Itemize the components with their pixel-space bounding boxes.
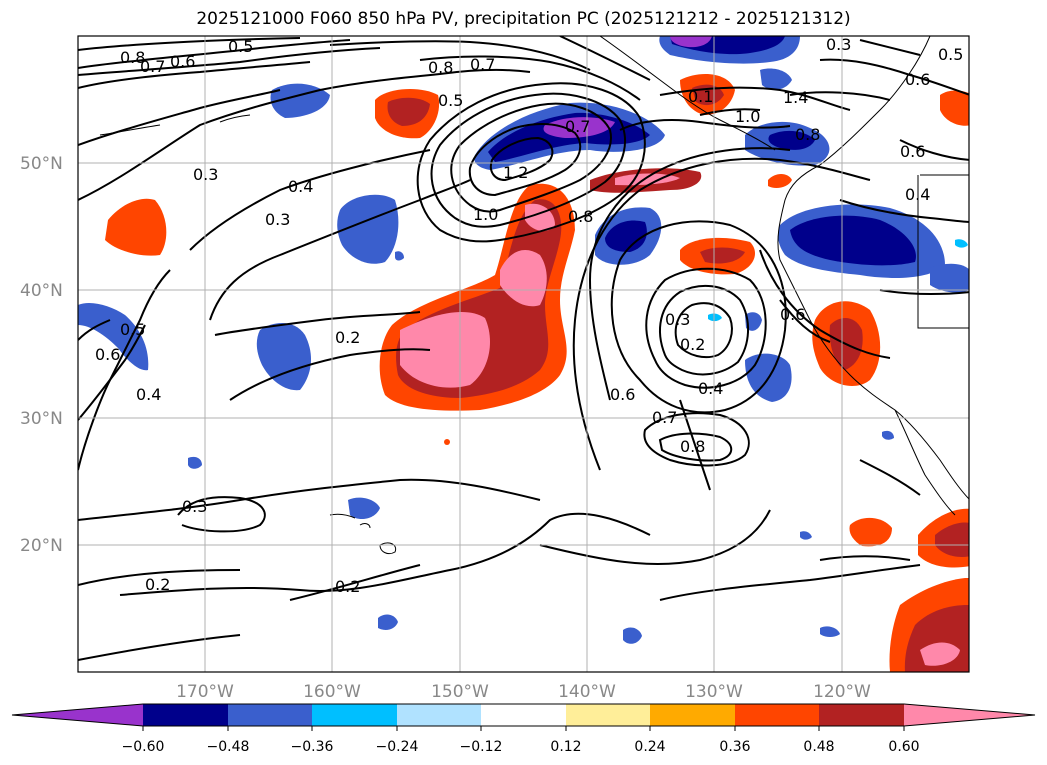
contour-label-group: 0.8 0.7 0.6 0.5 0.5 0.8 0.7 0.5 1.4 0.6 … (95, 35, 963, 596)
contour-label: 0.4 (905, 185, 930, 204)
colorbar-tick-label: −0.12 (460, 739, 503, 755)
contour-label: 0.3 (665, 310, 690, 329)
colorbar-tick-label: 0.36 (719, 739, 750, 755)
contour-label: 0.7 (140, 57, 165, 76)
colorbar-segment (819, 704, 904, 726)
lon-label: 160°W (303, 682, 361, 702)
lat-label: 50°N (20, 154, 63, 174)
lat-label: 40°N (20, 281, 63, 301)
contour-label: 0.2 (335, 328, 360, 347)
contour-label: 0.8 (568, 207, 593, 226)
colorbar-segment (397, 704, 481, 726)
longitude-labels: 170°W 160°W 150°W 140°W 130°W 120°W (176, 682, 871, 702)
contour-label: 0.5 (438, 91, 463, 110)
coastlines (99, 36, 969, 555)
lon-label: 170°W (176, 682, 234, 702)
colorbar-segment (228, 704, 312, 726)
contour-label: 1.4 (783, 88, 808, 107)
colorbar-tick-label: −0.60 (122, 739, 165, 755)
contour-label: 0.4 (136, 385, 161, 404)
contour-label: 0.8 (795, 125, 820, 144)
colorbar-segment (143, 704, 228, 726)
lat-label: 30°N (20, 409, 63, 429)
precip-negative-shading (78, 36, 969, 644)
contour-label: 0.4 (288, 177, 313, 196)
lon-label: 150°W (431, 682, 489, 702)
colorbar-segment (481, 704, 566, 726)
contour-label: 0.6 (95, 345, 120, 364)
contour-label: 0.7 (470, 55, 495, 74)
contour-label: 0.3 (265, 210, 290, 229)
contour-label: 0.3 (182, 497, 207, 516)
colorbar-tick-label: −0.36 (291, 739, 334, 755)
colorbar: −0.60 −0.48 −0.36 −0.24 −0.12 0.12 0.24 … (11, 703, 1036, 755)
contour-label: 0.2 (335, 577, 360, 596)
contour-label: 0.3 (826, 35, 851, 54)
colorbar-tick-label: 0.60 (888, 739, 919, 755)
contour-label: 0.7 (652, 408, 677, 427)
contour-label: 0.4 (698, 379, 723, 398)
gridlines (78, 36, 969, 672)
latitude-labels: 50°N 40°N 30°N 20°N (20, 154, 63, 556)
colorbar-tick-label: 0.24 (634, 739, 665, 755)
lon-label: 130°W (685, 682, 743, 702)
colorbar-tick-label: −0.48 (207, 739, 250, 755)
contour-label: 0.7 (565, 117, 590, 136)
colorbar-tick-label: 0.48 (803, 739, 834, 755)
pv-contour-lines (78, 36, 969, 661)
contour-label: 0.5 (938, 45, 963, 64)
colorbar-tick-label: 0.12 (550, 739, 581, 755)
contour-label: 0.6 (905, 70, 930, 89)
contour-label: 0.8 (428, 58, 453, 77)
colorbar-right-extension (904, 704, 1035, 726)
colorbar-tick-label: −0.24 (376, 739, 419, 755)
precip-positive-shading (105, 74, 969, 672)
contour-label: 0.2 (145, 575, 170, 594)
contour-label: 0.1 (688, 87, 713, 106)
contour-label: 0.3 (193, 165, 218, 184)
figure-title: 2025121000 F060 850 hPa PV, precipitatio… (196, 9, 851, 29)
lon-label: 140°W (558, 682, 616, 702)
contour-label: 0.5 (120, 320, 145, 339)
lat-label: 20°N (20, 536, 63, 556)
contour-label: 0.6 (900, 142, 925, 161)
contour-label: 0.8 (120, 48, 145, 67)
contour-label: 1.0 (735, 107, 760, 126)
contour-label: 0.8 (680, 437, 705, 456)
colorbar-segment (650, 704, 735, 726)
contour-label: 0.6 (610, 385, 635, 404)
colorbar-segment (312, 704, 397, 726)
lon-label: 120°W (813, 682, 871, 702)
contour-label: 0.6 (780, 305, 805, 324)
contour-label: 1.2 (503, 163, 528, 182)
colorbar-left-extension (12, 704, 143, 726)
colorbar-segment (566, 704, 650, 726)
contour-label: 1.0 (473, 205, 498, 224)
contour-label: 0.2 (680, 335, 705, 354)
colorbar-segment (735, 704, 819, 726)
contour-label: 0.6 (170, 52, 195, 71)
map-frame (77, 35, 970, 673)
contour-label: 0.5 (228, 37, 253, 56)
